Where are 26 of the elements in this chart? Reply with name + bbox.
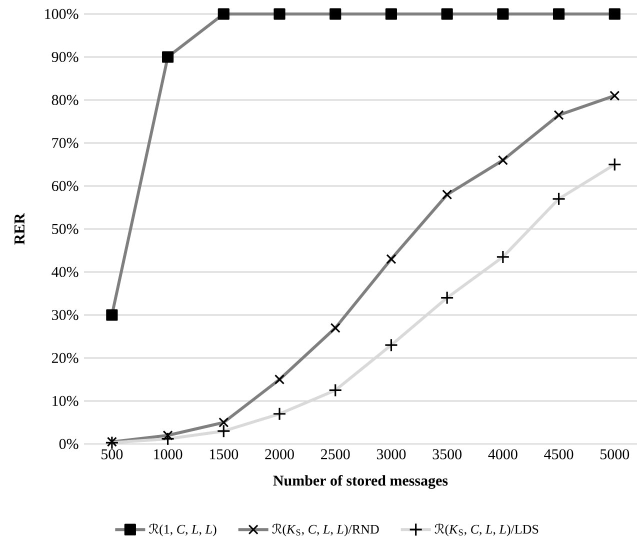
- legend-label: ℛ(1, C, L, L): [149, 523, 216, 536]
- y-tick-label: 70%: [52, 138, 78, 148]
- x-tick-label: 4000: [488, 449, 518, 460]
- x-tick-label: 2500: [321, 449, 350, 460]
- x-tick-label: 3500: [432, 449, 462, 460]
- x-tick-label: 5000: [600, 449, 630, 460]
- x-tick-label: 500: [102, 449, 123, 460]
- y-tick-label: 60%: [52, 180, 78, 192]
- text: ℛ(K$_{S}$, C, L, L)/RND: [272, 523, 379, 536]
- y-tick-label: 10%: [52, 396, 78, 406]
- y-tick-label: 30%: [52, 310, 78, 320]
- x-tick-label: 2000: [265, 449, 294, 460]
- y-tick-label: 90%: [52, 52, 78, 62]
- x-tick-label: 1000: [154, 449, 182, 460]
- x-tick-label: 1500: [210, 449, 238, 460]
- y-tick-label: 40%: [52, 266, 78, 278]
- x-tick-label: 4500: [544, 449, 574, 460]
- y-tick-label: 100%: [45, 8, 78, 20]
- x-tick-label: 3000: [376, 449, 406, 460]
- text: ℛ(K$_{S}$, C, L, L)/LDS: [434, 523, 538, 536]
- y-tick-label: 20%: [52, 352, 78, 364]
- y-tick-label: 50%: [52, 224, 78, 234]
- y-axis-title: RER: [14, 213, 24, 245]
- y-tick-label: 0%: [59, 438, 78, 450]
- x-axis-title: Number of stored messages: [273, 474, 448, 489]
- y-tick-label: 80%: [52, 94, 78, 106]
